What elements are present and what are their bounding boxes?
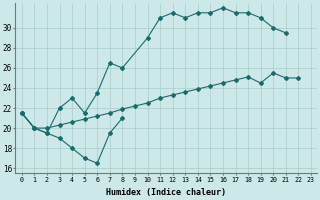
X-axis label: Humidex (Indice chaleur): Humidex (Indice chaleur) (106, 188, 226, 197)
